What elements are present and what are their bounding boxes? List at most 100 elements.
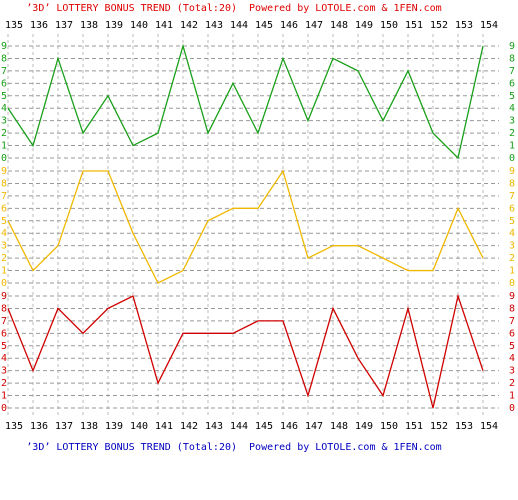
- y-tick-label: 8: [1, 303, 7, 314]
- x-tick-label: 141: [155, 20, 173, 31]
- y-tick-label: 7: [509, 191, 515, 202]
- y-tick-label: 9: [1, 291, 7, 302]
- x-tick-label: 146: [280, 421, 298, 432]
- y-tick-label: 3: [1, 241, 7, 252]
- y-tick-label: 2: [1, 253, 7, 264]
- x-tick-label: 153: [455, 421, 473, 432]
- y-tick-label: 0: [1, 278, 7, 289]
- y-tick-label: 2: [1, 128, 7, 139]
- x-tick-label: 146: [280, 20, 298, 31]
- y-tick-label: 9: [1, 41, 7, 52]
- y-tick-label: 3: [1, 366, 7, 377]
- y-tick-label: 3: [1, 116, 7, 127]
- y-tick-label: 3: [509, 366, 515, 377]
- x-tick-label: 149: [355, 20, 373, 31]
- y-tick-label: 7: [1, 316, 7, 327]
- x-tick-label: 151: [405, 20, 423, 31]
- x-tick-label: 136: [30, 421, 48, 432]
- y-tick-label: 7: [1, 66, 7, 77]
- y-tick-label: 9: [509, 291, 515, 302]
- y-tick-label: 2: [509, 253, 515, 264]
- y-tick-label: 2: [509, 128, 515, 139]
- y-tick-label: 0: [509, 153, 515, 164]
- y-tick-label: 5: [1, 341, 7, 352]
- trend-line: [7, 169, 484, 284]
- y-tick-label: 5: [509, 91, 515, 102]
- y-tick-label: 1: [1, 391, 7, 402]
- x-tick-label: 150: [380, 20, 398, 31]
- y-tick-label: 6: [1, 203, 7, 214]
- x-tick-label: 142: [180, 421, 198, 432]
- x-tick-label: 153: [455, 20, 473, 31]
- x-tick-label: 136: [30, 20, 48, 31]
- y-tick-label: 5: [509, 341, 515, 352]
- trend-line: [7, 293, 484, 409]
- y-tick-label: 8: [509, 303, 515, 314]
- y-tick-label: 6: [509, 203, 515, 214]
- y-tick-label: 6: [1, 78, 7, 89]
- y-tick-label: 0: [1, 403, 7, 414]
- x-tick-label: 140: [130, 421, 148, 432]
- y-tick-label: 2: [509, 378, 515, 389]
- x-tick-label: 148: [330, 20, 348, 31]
- x-tick-label: 135: [5, 421, 23, 432]
- x-tick-label: 138: [80, 421, 98, 432]
- y-tick-label: 1: [509, 266, 515, 277]
- x-tick-label: 137: [55, 421, 73, 432]
- y-tick-label: 4: [509, 228, 515, 239]
- y-tick-label: 0: [509, 403, 515, 414]
- y-tick-label: 5: [509, 216, 515, 227]
- x-tick-label: 148: [330, 421, 348, 432]
- x-tick-label: 152: [430, 20, 448, 31]
- y-tick-label: 8: [1, 53, 7, 64]
- y-tick-label: 5: [1, 91, 7, 102]
- y-tick-label: 7: [1, 191, 7, 202]
- x-tick-label: 144: [230, 20, 248, 31]
- x-tick-label: 152: [430, 421, 448, 432]
- x-tick-label: 150: [380, 421, 398, 432]
- x-tick-label: 147: [305, 421, 323, 432]
- x-tick-label: 147: [305, 20, 323, 31]
- y-tick-label: 3: [509, 116, 515, 127]
- y-tick-label: 0: [1, 153, 7, 164]
- x-tick-label: 141: [155, 421, 173, 432]
- x-tick-label: 142: [180, 20, 198, 31]
- x-tick-label: 143: [205, 421, 223, 432]
- chart-title: ’3D’ LOTTERY BONUS TREND (Total:20) Powe…: [26, 3, 441, 14]
- y-tick-label: 1: [1, 266, 7, 277]
- y-tick-label: 7: [509, 66, 515, 77]
- x-tick-label: 138: [80, 20, 98, 31]
- y-tick-label: 6: [509, 78, 515, 89]
- x-tick-label: 137: [55, 20, 73, 31]
- y-tick-label: 8: [509, 53, 515, 64]
- x-tick-label: 139: [105, 20, 123, 31]
- x-tick-label: 151: [405, 421, 423, 432]
- y-tick-label: 5: [1, 216, 7, 227]
- y-tick-label: 2: [1, 378, 7, 389]
- y-tick-label: 1: [509, 141, 515, 152]
- x-tick-label: 135: [5, 20, 23, 31]
- x-tick-label: 145: [255, 421, 273, 432]
- x-tick-label: 154: [480, 421, 498, 432]
- y-tick-label: 4: [1, 353, 7, 364]
- x-tick-label: 145: [255, 20, 273, 31]
- y-tick-label: 4: [1, 228, 7, 239]
- y-tick-label: 9: [1, 166, 7, 177]
- y-tick-label: 1: [1, 141, 7, 152]
- y-tick-label: 6: [509, 328, 515, 339]
- trend-line: [7, 43, 484, 160]
- x-tick-label: 140: [130, 20, 148, 31]
- x-tick-label: 139: [105, 421, 123, 432]
- y-tick-label: 4: [1, 103, 7, 114]
- x-tick-label: 143: [205, 20, 223, 31]
- y-tick-label: 0: [509, 278, 515, 289]
- x-tick-label: 149: [355, 421, 373, 432]
- y-tick-label: 6: [1, 328, 7, 339]
- y-tick-label: 8: [509, 178, 515, 189]
- y-tick-label: 1: [509, 391, 515, 402]
- y-tick-label: 4: [509, 353, 515, 364]
- chart-footer: ’3D’ LOTTERY BONUS TREND (Total:20) Powe…: [26, 442, 441, 453]
- y-tick-label: 8: [1, 178, 7, 189]
- y-tick-label: 9: [509, 41, 515, 52]
